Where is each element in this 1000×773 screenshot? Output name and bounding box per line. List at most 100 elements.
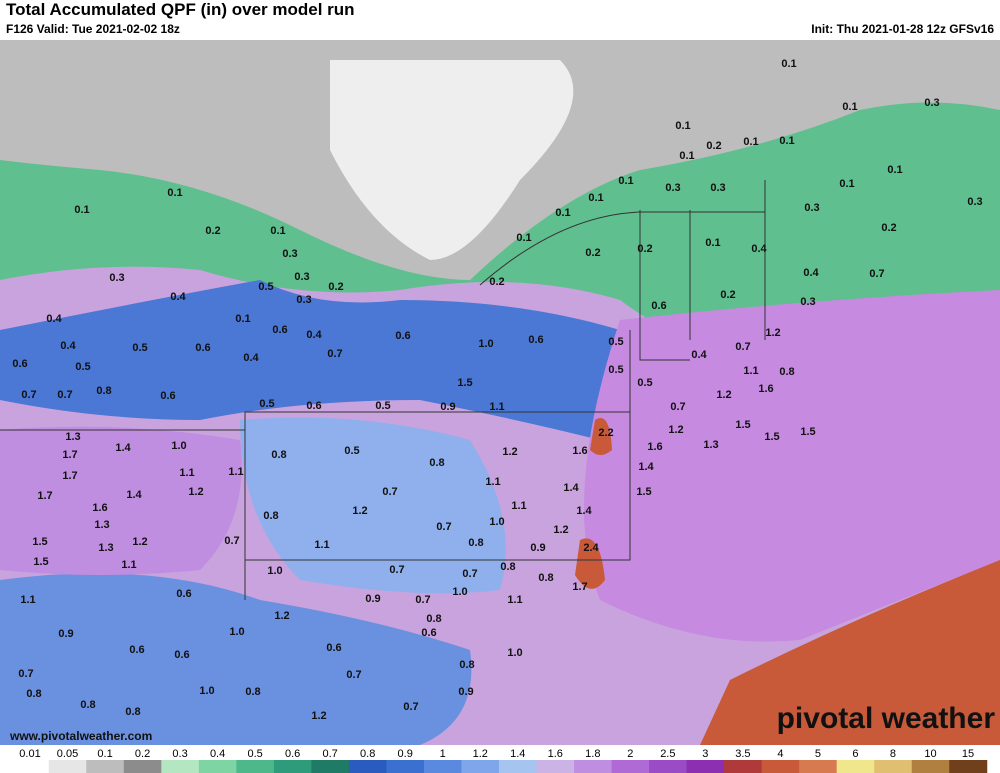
- qpf-label: 1.6: [92, 502, 107, 514]
- legend-tick: 10: [924, 748, 936, 760]
- qpf-label: 1.0: [452, 586, 467, 598]
- legend-swatch: [123, 760, 162, 773]
- qpf-label: 0.4: [170, 291, 186, 303]
- qpf-label: 0.4: [46, 313, 62, 325]
- color-legend: 0.01 0.05 0.1 0.2 0.3 0.4 0.5 0.6 0.7 0.8 0.9 1 1.2 1…: [11, 748, 988, 773]
- qpf-label: 1.7: [62, 449, 77, 461]
- qpf-label: 0.6: [195, 342, 210, 354]
- qpf-label: 0.6: [129, 644, 144, 656]
- legend-tick: 0.2: [135, 748, 150, 760]
- qpf-label: 1.0: [489, 516, 504, 528]
- legend-tick: 8: [890, 748, 896, 760]
- qpf-label: 0.6: [306, 400, 321, 412]
- title: Total Accumulated QPF (in) over model ru…: [6, 0, 355, 19]
- qpf-label: 0.7: [21, 389, 36, 401]
- qpf-label: 0.1: [679, 150, 694, 162]
- valid-time: F126 Valid: Tue 2021-02-02 18z: [6, 22, 180, 36]
- legend-tick: 3: [702, 748, 708, 760]
- qpf-label: 0.8: [26, 688, 41, 700]
- qpf-label: 0.3: [296, 294, 311, 306]
- qpf-label: 0.8: [426, 613, 441, 625]
- legend-swatch: [649, 760, 688, 773]
- legend-tick: 2.5: [660, 748, 675, 760]
- legend-swatch: [799, 760, 838, 773]
- qpf-label: 0.3: [282, 248, 297, 260]
- qpf-label: 1.1: [485, 476, 500, 488]
- legend-tick: 5: [815, 748, 821, 760]
- legend-swatch: [48, 760, 87, 773]
- qpf-label: 0.1: [887, 164, 902, 176]
- qpf-label: 0.1: [588, 192, 603, 204]
- qpf-label: 0.6: [160, 390, 175, 402]
- legend-swatch: [724, 760, 763, 773]
- qpf-label: 0.3: [665, 182, 680, 194]
- legend-swatch: [499, 760, 538, 773]
- qpf-label: 1.0: [478, 338, 493, 350]
- legend-swatch: [574, 760, 613, 773]
- legend-swatch: [348, 760, 387, 773]
- qpf-label: 0.1: [839, 178, 854, 190]
- qpf-label: 0.7: [670, 401, 685, 413]
- map-background: [0, 40, 1000, 745]
- site-url: www.pivotalweather.com: [9, 729, 152, 743]
- qpf-label: 0.9: [530, 542, 545, 554]
- qpf-label: 0.1: [781, 58, 796, 70]
- qpf-label: 0.7: [389, 564, 404, 576]
- qpf-label: 0.2: [489, 276, 504, 288]
- legend-tick: 0.6: [285, 748, 300, 760]
- legend-tick: 15: [962, 748, 974, 760]
- qpf-label: 0.7: [224, 535, 239, 547]
- legend-swatch: [198, 760, 237, 773]
- qpf-label: 0.6: [176, 588, 191, 600]
- qpf-label: 1.2: [188, 486, 203, 498]
- qpf-label: 1.5: [800, 426, 815, 438]
- qpf-label: 0.1: [779, 135, 794, 147]
- qpf-label: 0.2: [881, 222, 896, 234]
- legend-swatch: [236, 760, 275, 773]
- qpf-label: 0.1: [167, 187, 182, 199]
- qpf-label: 0.1: [675, 120, 690, 132]
- legend-swatch: [386, 760, 425, 773]
- qpf-label: 0.3: [804, 202, 819, 214]
- qpf-label: 1.1: [507, 594, 522, 606]
- qpf-label: 0.2: [328, 281, 343, 293]
- qpf-label: 0.5: [344, 445, 359, 457]
- qpf-label: 0.3: [710, 182, 725, 194]
- qpf-label: 1.1: [743, 365, 758, 377]
- legend-swatch: [836, 760, 875, 773]
- qpf-label: 0.1: [555, 207, 570, 219]
- qpf-label: 0.8: [125, 706, 140, 718]
- legend-tick: 1.4: [510, 748, 525, 760]
- qpf-label: 0.6: [174, 649, 189, 661]
- qpf-label: 0.1: [270, 225, 285, 237]
- qpf-label: 1.2: [274, 610, 289, 622]
- qpf-label: 1.2: [765, 327, 780, 339]
- legend-tick: 0.05: [57, 748, 78, 760]
- qpf-label: 0.8: [271, 449, 286, 461]
- legend-swatch: [911, 760, 950, 773]
- qpf-label: 1.6: [758, 383, 773, 395]
- qpf-label: 0.6: [395, 330, 410, 342]
- qpf-label: 1.1: [228, 466, 243, 478]
- qpf-label: 0.4: [243, 352, 259, 364]
- qpf-label: 1.5: [764, 431, 779, 443]
- qpf-label: 0.5: [258, 281, 273, 293]
- legend-swatch: [874, 760, 913, 773]
- legend-swatch: [686, 760, 725, 773]
- legend-swatch: [949, 760, 988, 773]
- legend-swatch: [11, 760, 50, 773]
- qpf-label: 0.8: [779, 366, 794, 378]
- legend-tick: 3.5: [735, 748, 750, 760]
- qpf-label: 0.8: [263, 510, 278, 522]
- qpf-label: 1.2: [352, 505, 367, 517]
- qpf-label: 0.5: [375, 400, 390, 412]
- qpf-label: 0.4: [60, 340, 76, 352]
- qpf-label: 0.7: [415, 594, 430, 606]
- qpf-label: 0.7: [18, 668, 33, 680]
- qpf-label: 0.3: [294, 271, 309, 283]
- qpf-label: 0.9: [458, 686, 473, 698]
- qpf-label: 1.2: [553, 524, 568, 536]
- qpf-label: 0.2: [706, 140, 721, 152]
